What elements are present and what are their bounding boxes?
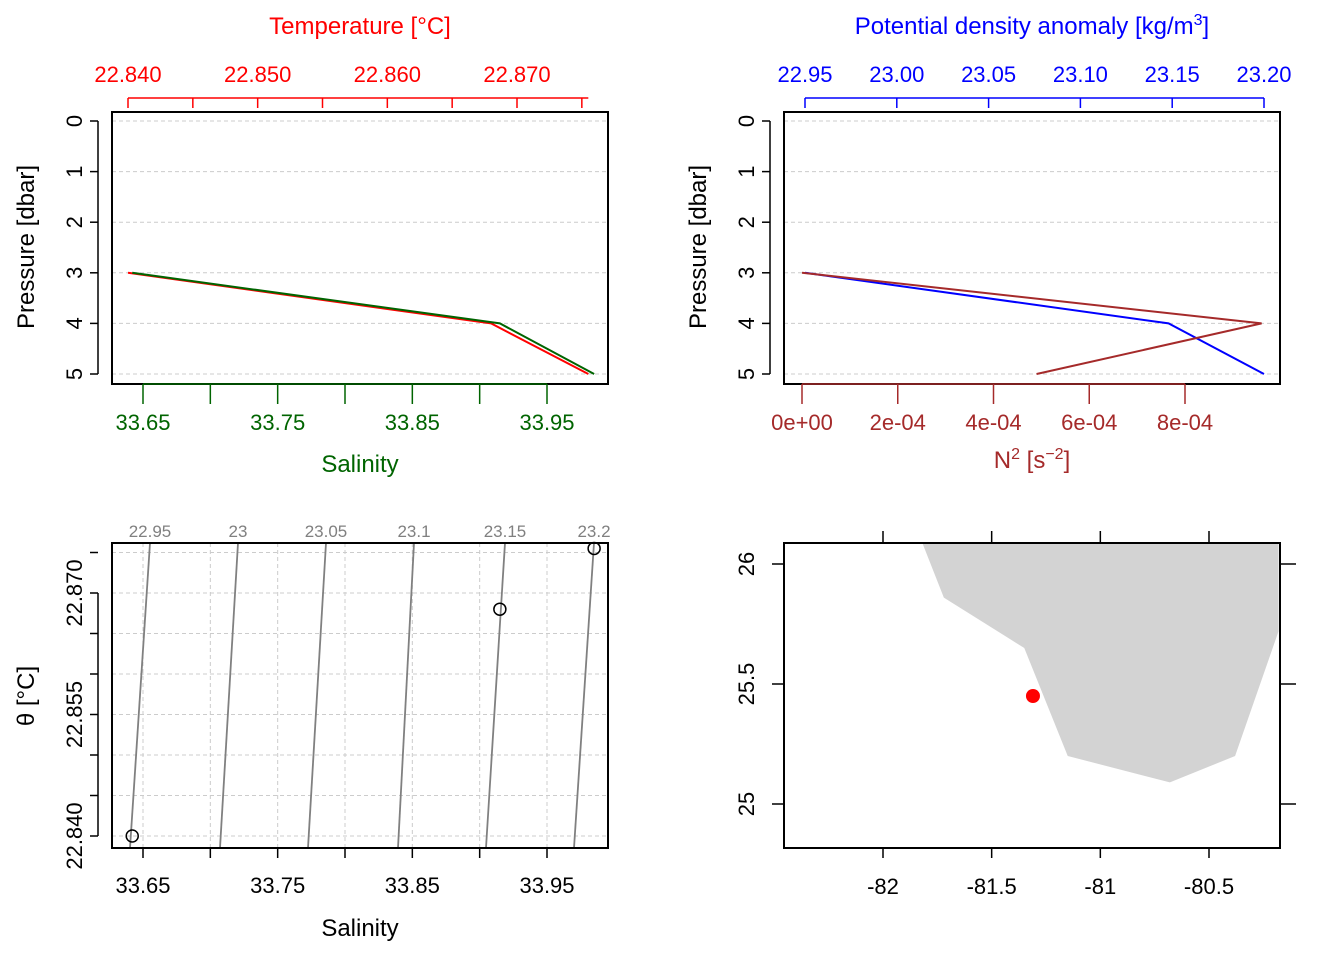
latitude-tick-label: 26	[734, 552, 759, 576]
salinity-tick-label: 33.85	[385, 873, 440, 898]
longitude-tick-label: -80.5	[1184, 874, 1234, 899]
density-n2-panel: Potential density anomaly [kg/m3] N2 [s−…	[685, 12, 1292, 474]
latitude-tick-label: 25.5	[734, 663, 759, 706]
pressure-axis-title: Pressure [dbar]	[685, 165, 712, 329]
isopycnal-label: 23	[229, 522, 248, 541]
isopycnal-label: 23.2	[577, 522, 610, 541]
pressure-tick-label: 3	[62, 267, 87, 279]
pressure-axis-title: Pressure [dbar]	[13, 165, 40, 329]
n2-tick-label: 4e-04	[965, 410, 1021, 435]
plot-frame	[111, 111, 609, 385]
salinity-line	[132, 271, 595, 375]
latitude-tick-label: 25	[734, 792, 759, 816]
isopycnal-line	[397, 542, 415, 849]
theta-tick-label: 22.870	[62, 559, 87, 626]
n2-tick-label: 6e-04	[1061, 410, 1117, 435]
salinity-tick-label: 33.75	[250, 410, 305, 435]
longitude-tick-label: -82	[867, 874, 899, 899]
density-tick-label: 23.20	[1236, 62, 1291, 87]
station-map-panel: -82 -81.5 -81 -80.5 25 25.5 26	[734, 531, 1296, 899]
temperature-tick-label: 22.870	[483, 62, 550, 87]
salinity-axis-title: Salinity	[321, 915, 398, 942]
isopycnal-line	[307, 542, 327, 849]
isopycnal-label: 23.05	[305, 522, 348, 541]
salinity-tick-label: 33.65	[115, 873, 170, 898]
ts-diagram-panel: Salinity θ [°C] 22.95 23 23.05 23.1 23.15 23.…	[13, 522, 611, 942]
n2-line	[801, 271, 1262, 375]
pressure-tick-label: 1	[62, 165, 87, 177]
isopycnal-label: 23.15	[484, 522, 527, 541]
temperature-tick-label: 22.840	[94, 62, 161, 87]
isopycnal-line	[219, 542, 239, 849]
temperature-tick-label: 22.850	[224, 62, 291, 87]
ts-point	[587, 541, 601, 556]
isopycnal-line	[129, 542, 151, 849]
pressure-tick-label: 3	[734, 267, 759, 279]
salinity-tick-label: 33.95	[519, 410, 574, 435]
theta-axis-title: θ [°C]	[13, 666, 40, 726]
density-axis-title: Potential density anomaly [kg/m3]	[855, 12, 1209, 40]
land-polygon	[922, 542, 1279, 783]
n2-tick-label: 2e-04	[870, 410, 926, 435]
map-frame	[783, 542, 1281, 849]
pressure-tick-label: 2	[734, 216, 759, 228]
ts-point	[493, 602, 507, 616]
temperature-axis-title: Temperature [°C]	[269, 13, 451, 40]
isopycnal-line	[573, 542, 595, 849]
n2-tick-label: 8e-04	[1157, 410, 1213, 435]
theta-tick-label: 22.840	[62, 802, 87, 869]
pressure-tick-label: 2	[62, 216, 87, 228]
density-tick-label: 23.10	[1053, 62, 1108, 87]
density-tick-label: 23.05	[961, 62, 1016, 87]
salinity-tick-label: 33.65	[115, 410, 170, 435]
density-line	[804, 271, 1265, 375]
pressure-tick-label: 4	[62, 317, 87, 329]
theta-tick-label: 22.855	[62, 681, 87, 748]
n2-axis-title: N2 [s−2]	[994, 446, 1071, 474]
pressure-tick-label: 5	[734, 368, 759, 380]
isopycnal-line	[485, 542, 506, 849]
n2-tick-label: 0e+00	[771, 410, 833, 435]
density-tick-label: 23.00	[869, 62, 924, 87]
station-marker	[1025, 689, 1040, 703]
pressure-tick-label: 4	[734, 317, 759, 329]
salinity-axis-title: Salinity	[321, 451, 398, 478]
density-tick-label: 22.95	[777, 62, 832, 87]
longitude-tick-label: -81.5	[967, 874, 1017, 899]
isopycnal-label: 23.1	[397, 522, 430, 541]
temperature-salinity-panel: Temperature [°C] Salinity Pressure [dbar…	[13, 13, 609, 478]
salinity-tick-label: 33.95	[519, 873, 574, 898]
temperature-tick-label: 22.860	[354, 62, 421, 87]
salinity-tick-label: 33.85	[385, 410, 440, 435]
pressure-tick-label: 0	[62, 115, 87, 127]
pressure-tick-label: 1	[734, 165, 759, 177]
isopycnal-label: 22.95	[129, 522, 172, 541]
salinity-tick-label: 33.75	[250, 873, 305, 898]
pressure-tick-label: 5	[62, 368, 87, 380]
pressure-tick-label: 0	[734, 115, 759, 127]
longitude-tick-label: -81	[1084, 874, 1116, 899]
ts-point	[125, 829, 139, 843]
density-tick-label: 23.15	[1145, 62, 1200, 87]
plot-frame	[111, 542, 609, 849]
